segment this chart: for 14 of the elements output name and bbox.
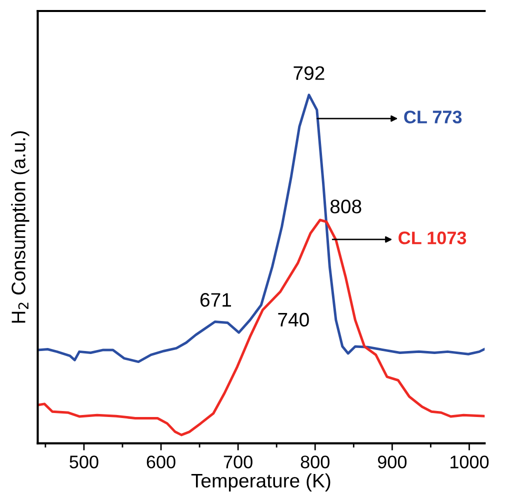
annotation: 740 [278, 312, 309, 327]
annotation: 671 [200, 293, 231, 307]
x-tick-label: 500 [70, 456, 98, 468]
x-tick-label: 800 [300, 456, 330, 468]
annotation: 792 [294, 66, 324, 80]
y-axis-title: H$_{2}$ Consumption (a.u.) [11, 131, 30, 323]
text: CL 1073 [398, 232, 466, 244]
x-tick-label: 900 [378, 456, 407, 468]
x-tick-label: 600 [146, 456, 176, 468]
text: CL 773 [404, 110, 462, 124]
x-axis-title: Temperature (K) [191, 473, 330, 492]
x-tick-label: 1000 [450, 456, 489, 468]
annotation: 808 [330, 200, 362, 214]
x-tick-label: 700 [224, 456, 252, 468]
